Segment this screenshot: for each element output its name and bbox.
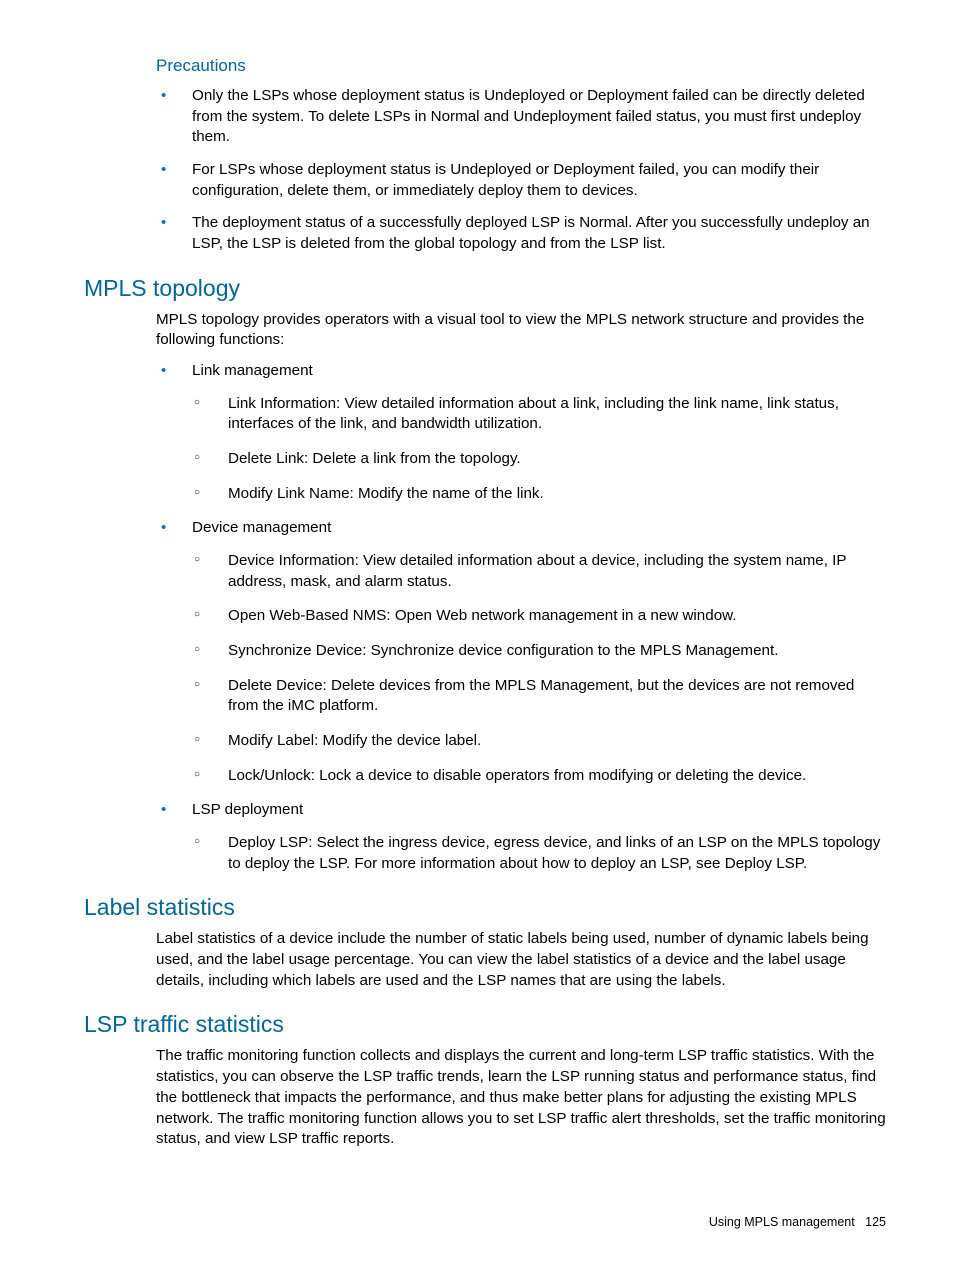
mpls-topology-heading: MPLS topology	[84, 275, 886, 302]
label-statistics-body: Label statistics of a device include the…	[156, 929, 886, 991]
list-item: Deploy LSP: Select the ingress device, e…	[192, 833, 886, 874]
list-item: Device Information: View detailed inform…	[192, 551, 886, 592]
list-item-label: Link management	[192, 362, 313, 379]
label-statistics-heading: Label statistics	[84, 894, 886, 921]
sub-list: Link Information: View detailed informat…	[192, 394, 886, 505]
list-item: Delete Link: Delete a link from the topo…	[192, 449, 886, 470]
list-item: For LSPs whose deployment status is Unde…	[156, 160, 886, 201]
precautions-heading: Precautions	[156, 56, 886, 76]
list-item-label: LSP deployment	[192, 801, 303, 818]
mpls-topology-intro: MPLS topology provides operators with a …	[156, 310, 886, 351]
list-item: Modify Link Name: Modify the name of the…	[192, 484, 886, 505]
precautions-list: Only the LSPs whose deployment status is…	[156, 86, 886, 255]
list-item: Only the LSPs whose deployment status is…	[156, 86, 886, 148]
list-item: Open Web-Based NMS: Open Web network man…	[192, 606, 886, 627]
list-item: Device management Device Information: Vi…	[156, 518, 886, 786]
sub-list: Device Information: View detailed inform…	[192, 551, 886, 786]
sub-list: Deploy LSP: Select the ingress device, e…	[192, 833, 886, 874]
lsp-traffic-body: The traffic monitoring function collects…	[156, 1046, 886, 1149]
page-number: 125	[865, 1215, 886, 1229]
mpls-topology-list: Link management Link Information: View d…	[156, 361, 886, 874]
list-item-label: Device management	[192, 519, 331, 536]
footer-text: Using MPLS management	[709, 1215, 855, 1229]
list-item: Link Information: View detailed informat…	[192, 394, 886, 435]
list-item: Lock/Unlock: Lock a device to disable op…	[192, 766, 886, 787]
lsp-traffic-heading: LSP traffic statistics	[84, 1011, 886, 1038]
page-footer: Using MPLS management 125	[709, 1215, 886, 1229]
document-page: Precautions Only the LSPs whose deployme…	[0, 0, 954, 1200]
list-item: LSP deployment Deploy LSP: Select the in…	[156, 800, 886, 874]
list-item: Link management Link Information: View d…	[156, 361, 886, 504]
list-item: Modify Label: Modify the device label.	[192, 731, 886, 752]
list-item: Synchronize Device: Synchronize device c…	[192, 641, 886, 662]
list-item: The deployment status of a successfully …	[156, 213, 886, 254]
list-item: Delete Device: Delete devices from the M…	[192, 676, 886, 717]
